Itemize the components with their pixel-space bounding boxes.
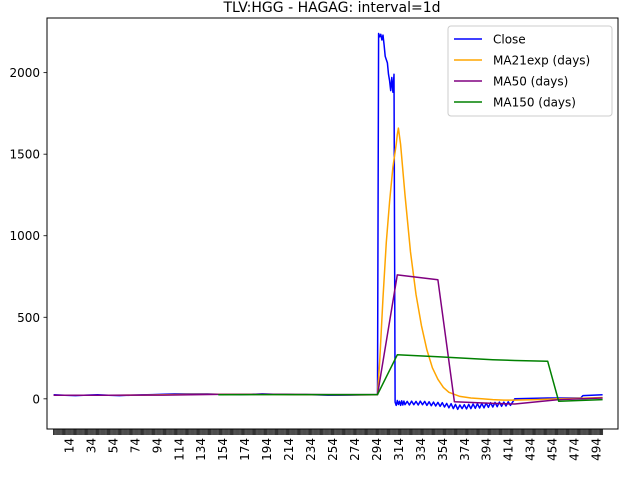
x-tick-label: 14 [62,438,76,453]
series-line-2 [53,274,603,405]
x-tick-label: 34 [84,438,98,453]
x-tick-label: 454 [546,438,560,461]
chart-title: TLV:HGG - HAGAG: interval=1d [222,0,440,16]
x-tick-label: 214 [282,438,296,461]
legend-label-3: MA150 (days) [493,96,576,110]
x-tick-label: 94 [150,438,164,453]
y-tick-label: 0 [32,392,40,406]
legend-label-1: MA21exp (days) [493,54,590,68]
y-tick-label: 500 [17,311,40,325]
y-tick-label: 1000 [9,229,40,243]
x-tick-label: 174 [238,438,252,461]
x-tick-label: 254 [326,438,340,461]
x-axis: 14 34 54 74 94 114 134 154 174 194 214 234 254 274 294… [53,429,604,461]
y-tick-label: 1500 [9,148,40,162]
series-line-3 [218,354,603,403]
x-tick-label: 294 [370,438,384,461]
x-tick-label: 314 [392,438,406,461]
x-tick-label: 394 [480,438,494,461]
x-tick-label: 234 [304,438,318,461]
legend: Close MA21exp (days) MA50 (days) MA150 (day… [447,25,613,117]
x-tick-label: 334 [414,438,428,461]
x-tick-label: 434 [524,438,538,461]
x-tick-label: 74 [128,438,142,453]
y-axis: 0 500 1000 1500 2000 [9,66,47,406]
x-tick-label: 494 [590,438,604,461]
x-tick-label: 194 [260,438,274,461]
x-tick-label: 354 [436,438,450,461]
x-tick-label: 54 [106,438,120,453]
x-tick-label: 274 [348,438,362,461]
x-tick-label: 154 [216,438,230,461]
series-layer [53,32,603,411]
legend-label-0: Close [493,33,526,47]
x-tick-label: 114 [172,438,186,461]
x-tick-label: 374 [458,438,472,461]
legend-box [447,25,613,117]
x-tick-label: 474 [568,438,582,461]
legend-label-2: MA50 (days) [493,75,568,89]
x-tick-label: 414 [502,438,516,461]
y-tick-label: 2000 [9,66,40,80]
x-tick-label: 134 [194,438,208,461]
